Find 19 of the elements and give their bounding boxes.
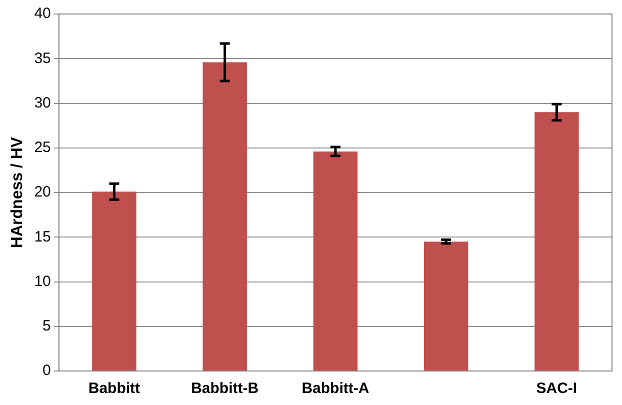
y-tick-label: 10 <box>34 272 51 290</box>
y-tick-label: 25 <box>34 139 51 156</box>
bar <box>202 62 247 370</box>
bar <box>424 242 468 370</box>
y-tick-label: 0 <box>42 362 51 380</box>
y-tick-label: 15 <box>34 228 51 246</box>
y-axis-title: HArdness / HV <box>9 136 26 248</box>
x-tick-label: Babbitt-B <box>191 380 259 398</box>
x-tick-label: Babbitt-A <box>302 380 370 398</box>
y-tick-label: 30 <box>34 94 51 112</box>
y-tick-label: 35 <box>34 50 51 67</box>
y-tick-label: 20 <box>34 184 51 201</box>
y-tick-label: 40 <box>34 5 51 22</box>
x-tick-label: SAC-I <box>536 380 578 398</box>
bar <box>313 151 358 370</box>
bar <box>534 112 579 370</box>
bar <box>92 192 136 370</box>
y-tick-label: 5 <box>42 318 51 335</box>
x-tick-label: Babbitt <box>88 380 140 398</box>
